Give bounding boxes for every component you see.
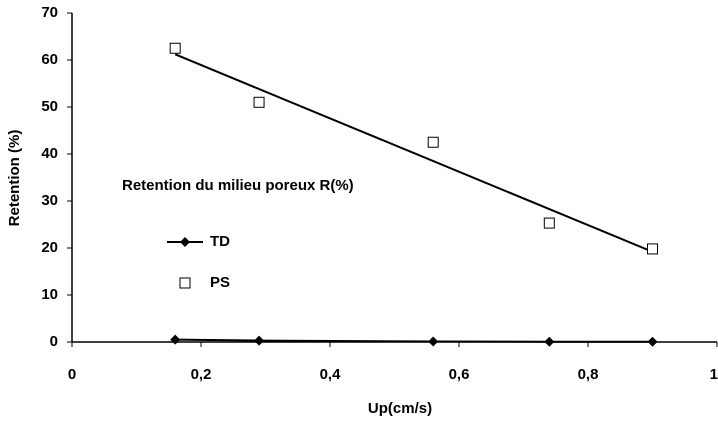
data-point bbox=[170, 334, 181, 345]
data-point bbox=[254, 335, 265, 346]
y-tick-label: 20 bbox=[41, 239, 58, 256]
data-point bbox=[647, 336, 658, 347]
x-tick-label: 0 bbox=[68, 366, 76, 383]
legend-marker bbox=[179, 277, 191, 289]
x-tick-label: 0,4 bbox=[320, 366, 342, 383]
legend-marker bbox=[180, 237, 190, 247]
y-tick-label: 30 bbox=[41, 192, 58, 209]
x-tick-label: 0,2 bbox=[191, 366, 212, 383]
x-tick-label: 1 bbox=[710, 366, 718, 383]
x-tick-label: 0,8 bbox=[578, 366, 599, 383]
y-tick-label: 0 bbox=[50, 333, 58, 350]
trendline bbox=[174, 53, 653, 253]
y-axis-title: Retention (%) bbox=[6, 130, 23, 227]
legend-label: TD bbox=[210, 233, 230, 250]
y-tick-label: 10 bbox=[41, 286, 58, 303]
data-point bbox=[427, 136, 439, 148]
x-tick-label: 0,6 bbox=[449, 366, 470, 383]
data-point bbox=[428, 336, 439, 347]
series-line bbox=[175, 338, 653, 343]
data-point bbox=[543, 217, 555, 229]
y-tick-label: 70 bbox=[41, 4, 58, 21]
y-tick-label: 50 bbox=[41, 98, 58, 115]
data-point bbox=[647, 243, 658, 255]
y-tick-label: 60 bbox=[41, 51, 58, 68]
data-point bbox=[253, 96, 265, 108]
y-tick-label: 40 bbox=[41, 145, 58, 162]
data-point bbox=[544, 336, 555, 347]
annotation: Retention du milieu poreux R(%) bbox=[122, 177, 354, 194]
x-axis-title: Up(cm/s) bbox=[368, 400, 432, 417]
legend-label: PS bbox=[210, 274, 230, 291]
data-point bbox=[169, 42, 181, 54]
